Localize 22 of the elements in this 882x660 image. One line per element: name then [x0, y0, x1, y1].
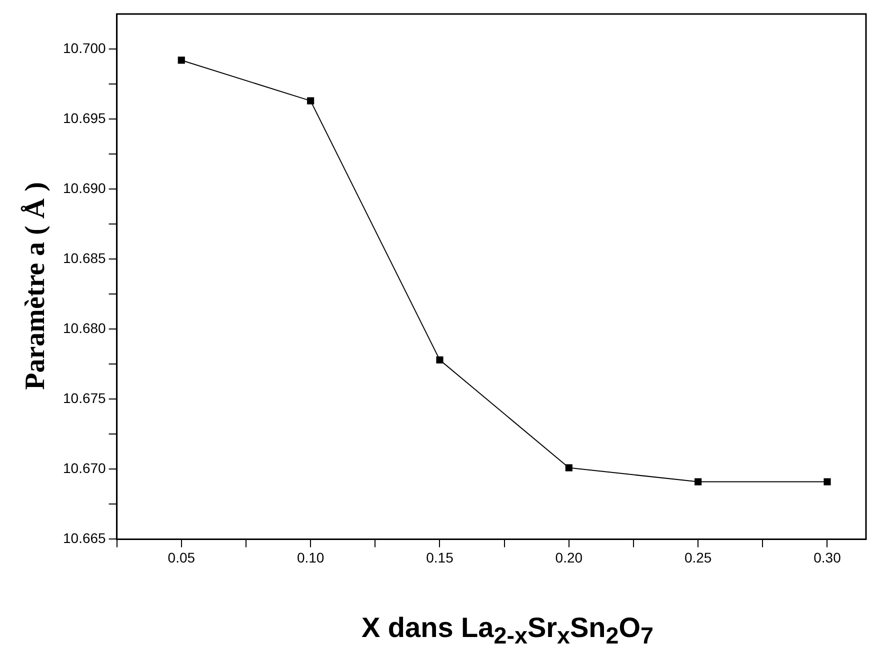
- y-tick-label: 10.680: [62, 320, 106, 336]
- point: [824, 478, 831, 486]
- x-tick-label: 0.05: [168, 549, 196, 566]
- y-tick-label: 10.665: [62, 530, 106, 546]
- x-axis-title: X dans La$_{2-x}$Sr$_{x}$Sn$_{2}$O$_{7}$: [360, 612, 655, 650]
- y-tick-label: 10.670: [62, 460, 106, 476]
- y-tick-label: 10.690: [62, 180, 106, 196]
- y-tick-label: 10.695: [62, 110, 106, 126]
- x-tick-label: 0.30: [814, 549, 842, 566]
- y-tick-label: 10.675: [62, 390, 106, 406]
- point: [436, 356, 444, 364]
- y-axis-title: Paramètre a ( Å ): [20, 182, 52, 390]
- y-tick-label: 10.700: [62, 40, 106, 56]
- point: [565, 464, 572, 472]
- x-tick-label: 0.10: [296, 549, 324, 566]
- x-tick-label: 0.25: [684, 549, 712, 566]
- point: [694, 478, 702, 486]
- y-tick-label: 10.685: [62, 250, 106, 266]
- point: [307, 97, 314, 104]
- x-tick-label: 0.15: [426, 549, 454, 566]
- x-tick-label: 0.20: [555, 549, 583, 566]
- point: [178, 56, 185, 64]
